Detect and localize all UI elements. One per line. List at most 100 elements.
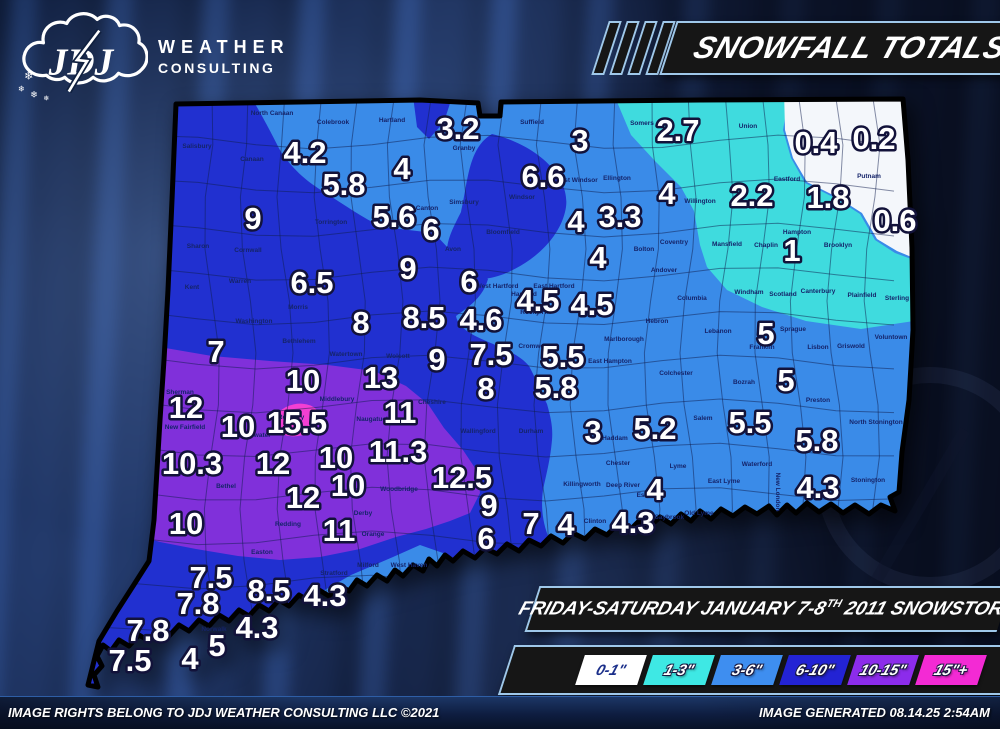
town-label: Preston xyxy=(806,397,830,404)
town-label: Chester xyxy=(606,460,631,467)
legend-swatch: 15"+ xyxy=(915,655,987,685)
town-label: Washington xyxy=(236,318,273,325)
footer-bar: IMAGE RIGHTS BELONG TO JDJ WEATHER CONSU… xyxy=(0,696,1000,729)
town-label: Bolton xyxy=(634,246,655,253)
snow-value-label: 11 xyxy=(384,395,417,430)
snowflake-icon: ❄ xyxy=(30,90,38,100)
town-label: Roxbury xyxy=(278,414,305,421)
snowflake-icon: ❄ xyxy=(43,95,49,102)
town-label: Bloomfield xyxy=(486,229,520,236)
town-label: Old Saybrook xyxy=(642,514,685,521)
town-label: Bridgewater xyxy=(233,432,271,439)
town-label: West Hartford xyxy=(476,283,519,290)
town-label: Brooklyn xyxy=(824,242,852,249)
snow-value-label: 6 xyxy=(460,264,477,299)
town-label: Eastford xyxy=(774,176,800,183)
snow-value-label: 7.8 xyxy=(176,586,219,621)
town-label: New Fairfield xyxy=(165,424,205,431)
snow-value-label: 9 xyxy=(244,201,261,236)
legend-swatch: 10-15" xyxy=(847,655,919,685)
snow-value-label: 4 xyxy=(181,641,199,676)
town-label: Windham xyxy=(734,289,763,296)
town-label: Waterford xyxy=(742,461,772,468)
town-label: Cheshire xyxy=(418,399,446,406)
snow-value-label: 9 xyxy=(399,251,416,286)
snow-value-label: 3.3 xyxy=(598,199,641,234)
storm-date-text: FRIDAY-SATURDAY JANUARY 7-8TH 2011 SNOWS… xyxy=(516,597,1000,620)
town-label: Andover xyxy=(651,267,678,274)
town-label: Franklin xyxy=(749,344,774,351)
town-label: Rocky Hill xyxy=(520,309,552,316)
town-label: Hebron xyxy=(646,318,669,325)
snow-value-label: 7.5 xyxy=(108,643,151,678)
town-label: Suffield xyxy=(520,119,544,126)
snow-value-label: 4.3 xyxy=(235,610,278,645)
legend-swatch: 1-3" xyxy=(643,655,715,685)
snow-value-label: 8.5 xyxy=(247,573,290,608)
snow-value-label: 1.8 xyxy=(806,180,849,215)
town-label: Voluntown xyxy=(875,334,908,341)
town-label: Wallingford xyxy=(460,428,496,435)
town-label: Mansfield xyxy=(712,241,742,248)
snow-value-label: 13 xyxy=(364,360,398,395)
snow-value-label: 7.5 xyxy=(469,337,512,372)
town-label: Sharon xyxy=(187,243,209,250)
logo-line2: CONSULTING xyxy=(158,59,276,76)
snow-value-label: 15.5 xyxy=(267,405,327,440)
snow-value-label: 0.2 xyxy=(852,121,895,156)
cloud-lightning-icon: JDJ ❄ ❄ ❄ ❄ xyxy=(18,12,148,102)
town-label: Deep River xyxy=(606,482,640,489)
snow-value-label: 10 xyxy=(221,409,255,444)
snow-value-label: 4.6 xyxy=(459,302,502,337)
snow-value-label: 5.8 xyxy=(795,423,838,458)
town-label: North Canaan xyxy=(251,110,294,117)
town-label: Woodbridge xyxy=(380,486,418,493)
legend-swatch: 0-1" xyxy=(575,655,647,685)
snow-value-label: 3 xyxy=(584,414,601,449)
snow-value-label: 9 xyxy=(428,342,445,377)
town-label: Lyme xyxy=(670,463,687,470)
snow-value-label: 10 xyxy=(169,506,203,541)
snow-value-label: 2.2 xyxy=(730,178,773,213)
town-label: Simsbury xyxy=(449,199,479,206)
town-label: Warren xyxy=(229,278,251,285)
snowfall-legend: 0-1" 1-3" 3-6" 6-10" 10-15" 15"+ xyxy=(497,645,1000,695)
town-label: Union xyxy=(739,123,757,130)
town-label: Canaan xyxy=(240,156,264,163)
image-rights-text: IMAGE RIGHTS BELONG TO JDJ WEATHER CONSU… xyxy=(8,705,440,720)
snow-value-label: 12 xyxy=(286,480,320,515)
town-label: Clinton xyxy=(584,518,606,525)
snow-value-label: 4.3 xyxy=(611,505,654,540)
snow-value-label: 4 xyxy=(658,176,676,211)
town-label: Somers xyxy=(630,120,654,127)
snow-value-label: 0.4 xyxy=(794,125,838,160)
snow-value-label: 4.5 xyxy=(516,283,559,318)
snow-value-label: 5.8 xyxy=(322,167,365,202)
town-label: Canterbury xyxy=(801,288,836,295)
town-label: Easton xyxy=(251,549,273,556)
town-label: East Windsor xyxy=(556,177,598,184)
town-label: Marlborough xyxy=(604,336,644,343)
town-label: Milford xyxy=(357,562,379,569)
snow-value-label: 12 xyxy=(169,390,203,425)
town-label: Middlebury xyxy=(320,396,355,403)
town-label: Watertown xyxy=(330,351,363,358)
town-label: Salem xyxy=(693,415,712,422)
logo-wordmark: WEATHER CONSULTING xyxy=(158,37,290,76)
snow-value-label: 5.6 xyxy=(372,199,415,234)
town-label: Willington xyxy=(684,198,715,205)
town-label: Stonington xyxy=(851,477,885,484)
town-label: East Hartford xyxy=(533,283,574,290)
snow-value-label: 8 xyxy=(352,305,369,340)
snow-value-label: 4.5 xyxy=(570,287,613,322)
snow-value-label: 10 xyxy=(331,468,365,503)
snow-value-label: 10 xyxy=(319,440,353,475)
page-title: SNOWFALL TOTALS xyxy=(689,30,1000,65)
town-label: Norwalk xyxy=(201,626,227,633)
snow-value-label: 6 xyxy=(477,521,494,556)
snow-value-label: 5.8 xyxy=(534,370,577,405)
town-label: Torrington xyxy=(315,219,347,226)
snow-value-label: 5.5 xyxy=(728,405,771,440)
